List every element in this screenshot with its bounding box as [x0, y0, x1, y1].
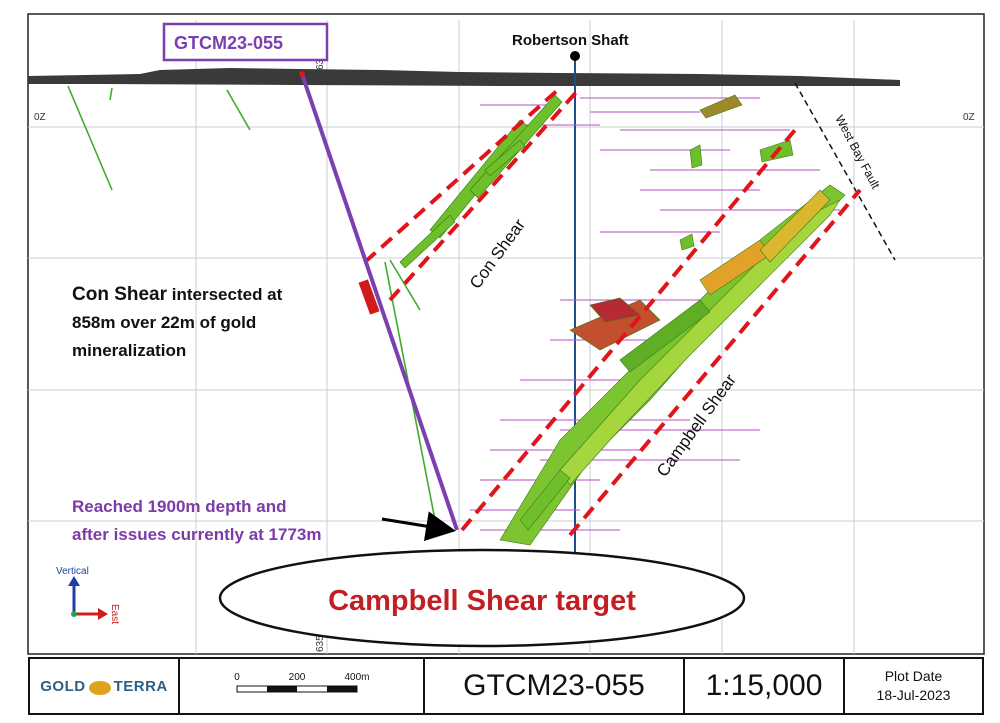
axis-east-label: East: [109, 604, 120, 624]
logo-gold: GOLD: [40, 677, 86, 695]
drill-hole-trace: [300, 73, 459, 531]
west-bay-fault-line: [794, 82, 896, 261]
scale-tick-200: 200: [288, 672, 305, 683]
axis-vertical-label: Vertical: [56, 566, 89, 577]
axis-indicator: Vertical East: [56, 566, 120, 624]
logo-terra: TERRA: [113, 677, 168, 695]
elevation-label-left: 0Z: [34, 112, 46, 123]
target-label: Campbell Shear target: [328, 585, 636, 617]
drill-label: GTCM23-055: [174, 33, 283, 53]
title-block: GOLD TERRA 0 200 400m GTCM23-055 1:15,00…: [28, 657, 984, 715]
scale-tick-0: 0: [234, 672, 240, 683]
depth-note-line1: Reached 1900m depth and: [72, 497, 286, 516]
campbell-shear-outline: [460, 128, 862, 537]
scale-bar: 0 200 400m: [234, 672, 369, 693]
robertson-shaft-label: Robertson Shaft: [512, 32, 629, 49]
intercept-note-line1: Con Shear intersected at: [72, 284, 283, 305]
scale-bar-cell: 0 200 400m: [180, 659, 425, 713]
con-shear-outline: [363, 86, 582, 302]
con-shear-mineralization: [399, 94, 563, 269]
campbell-shear-mineralization: [499, 94, 846, 546]
scale-ratio: 1:15,000: [685, 659, 845, 713]
section-name: GTCM23-055: [425, 659, 685, 713]
shaft-collar-marker: [570, 51, 580, 61]
ground-surface: [28, 68, 900, 86]
depth-note-line2: after issues currently at 1773m: [72, 525, 321, 544]
elevation-label-right: 0Z: [963, 112, 975, 123]
map-frame: [27, 13, 985, 655]
scale-tick-400: 400m: [344, 672, 369, 683]
plot-date-value: 18-Jul-2023: [876, 687, 951, 703]
intercept-note-bold: Con Shear: [72, 284, 168, 305]
target-ellipse: [218, 548, 746, 648]
company-logo: GOLD TERRA: [30, 659, 180, 713]
logo-coin-icon: [88, 681, 111, 695]
intercept-note-line2: 858m over 22m of gold: [72, 313, 256, 332]
intercept-note-line3: mineralization: [72, 341, 186, 360]
intercept-note-rest: intersected at: [167, 285, 283, 304]
depth-note-arrow: [381, 511, 456, 541]
plot-date-label: Plot Date: [884, 668, 943, 684]
drill-label-box: [162, 22, 329, 62]
drill-collar: [299, 71, 305, 77]
con-shear-intercept: [358, 279, 380, 315]
grid-lines: [28, 20, 984, 654]
plot-date-cell: Plot Date 18-Jul-2023: [845, 659, 982, 713]
easting-label-bottom: 635,: [315, 633, 326, 652]
